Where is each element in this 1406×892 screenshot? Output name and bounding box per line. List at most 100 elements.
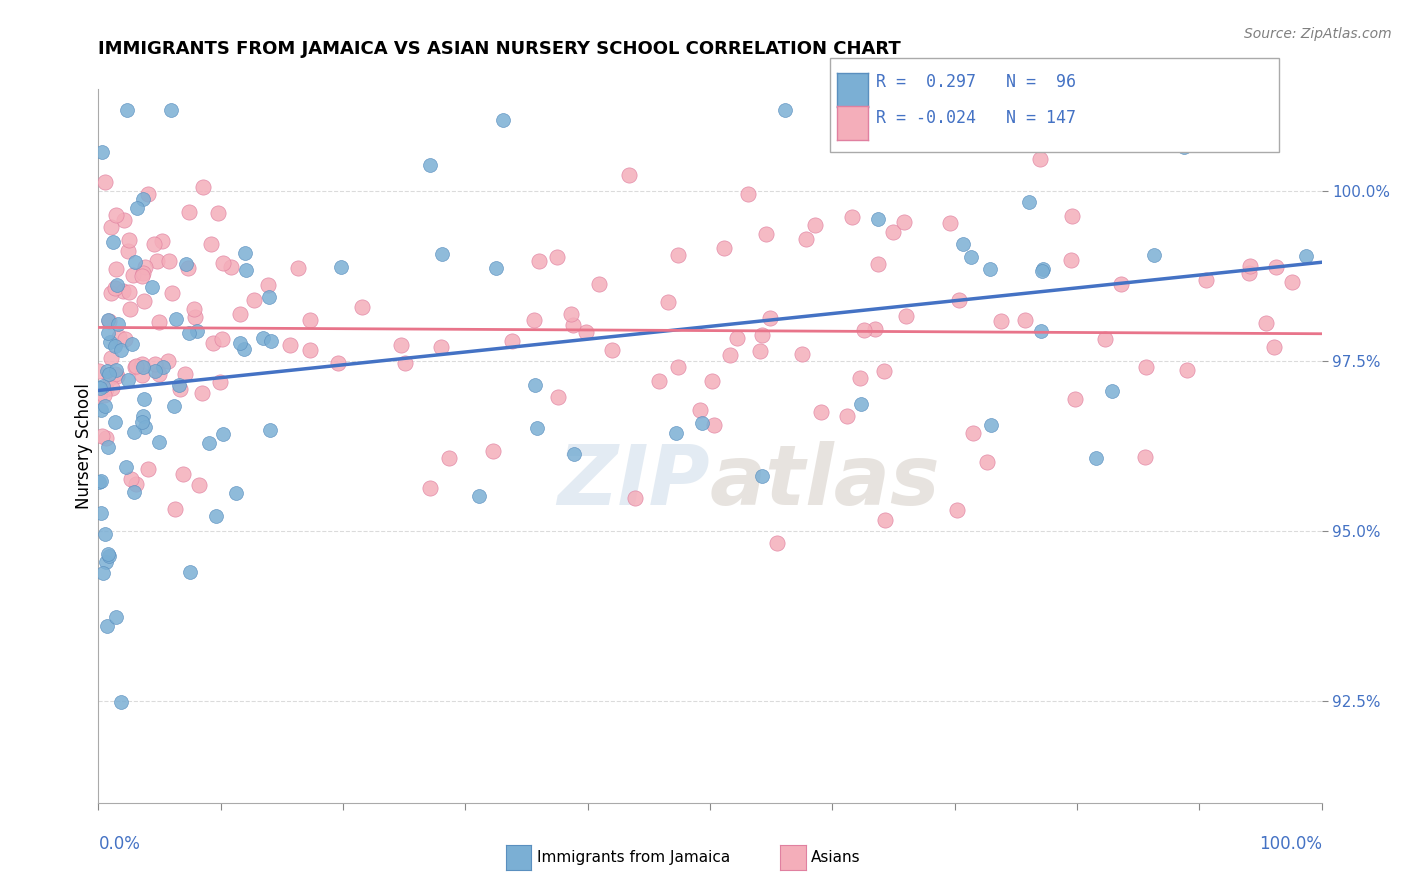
Point	[852, 322, 875, 336]
Point	[560, 307, 582, 321]
Point	[1014, 312, 1036, 326]
Point	[759, 311, 782, 326]
Point	[1133, 450, 1156, 464]
Point	[110, 695, 132, 709]
Point	[1094, 332, 1116, 346]
Point	[112, 284, 135, 298]
Point	[979, 262, 1001, 277]
Point	[893, 215, 915, 229]
Point	[225, 485, 247, 500]
Text: Asians: Asians	[811, 850, 860, 864]
Point	[122, 268, 145, 283]
Point	[299, 343, 322, 358]
Point	[90, 475, 112, 489]
Point	[1109, 277, 1132, 292]
Point	[134, 392, 156, 407]
Point	[810, 405, 832, 419]
Point	[948, 293, 970, 307]
Point	[97, 313, 120, 327]
Point	[186, 324, 208, 338]
Point	[868, 212, 890, 227]
Point	[157, 353, 180, 368]
Text: Immigrants from Jamaica: Immigrants from Jamaica	[537, 850, 730, 864]
Point	[326, 356, 349, 370]
Point	[160, 103, 183, 117]
Point	[492, 112, 515, 127]
Point	[229, 335, 252, 350]
Point	[1060, 210, 1083, 224]
Point	[101, 381, 124, 395]
Point	[134, 260, 156, 274]
Text: IMMIGRANTS FROM JAMAICA VS ASIAN NURSERY SCHOOL CORRELATION CHART: IMMIGRANTS FROM JAMAICA VS ASIAN NURSERY…	[98, 40, 901, 58]
Point	[105, 609, 128, 624]
Point	[600, 343, 623, 358]
Point	[212, 256, 235, 270]
Point	[1263, 340, 1285, 354]
Point	[131, 268, 153, 283]
Point	[163, 399, 186, 413]
Point	[1256, 316, 1278, 330]
Point	[648, 375, 671, 389]
Point	[90, 506, 112, 520]
Point	[184, 310, 207, 325]
Point	[107, 317, 129, 331]
Point	[765, 535, 787, 549]
Point	[437, 451, 460, 466]
Point	[1031, 263, 1053, 277]
Point	[666, 359, 689, 374]
Point	[97, 547, 120, 561]
Point	[1060, 253, 1083, 268]
Text: Source: ZipAtlas.com: Source: ZipAtlas.com	[1244, 27, 1392, 41]
Point	[148, 367, 170, 381]
Point	[118, 301, 141, 316]
Point	[562, 318, 585, 332]
Point	[94, 175, 117, 189]
Point	[100, 286, 122, 301]
Point	[101, 235, 124, 250]
Point	[617, 168, 640, 182]
Point	[287, 260, 309, 275]
Point	[1173, 140, 1195, 154]
Point	[165, 311, 187, 326]
Point	[792, 347, 814, 361]
Point	[136, 187, 159, 202]
Point	[125, 477, 148, 491]
Point	[98, 371, 121, 385]
Point	[980, 417, 1002, 432]
Point	[692, 416, 714, 430]
Point	[191, 180, 214, 194]
Point	[169, 378, 191, 392]
Point	[174, 257, 197, 271]
Point	[97, 326, 120, 341]
Point	[142, 237, 165, 252]
Point	[91, 566, 114, 580]
Point	[260, 334, 283, 348]
Point	[90, 145, 112, 160]
Point	[668, 248, 690, 262]
Point	[725, 331, 748, 345]
Point	[485, 261, 508, 276]
Point	[165, 502, 187, 516]
Point	[713, 241, 735, 255]
Point	[132, 192, 155, 206]
Point	[89, 389, 111, 403]
Point	[562, 447, 585, 461]
Point	[143, 357, 166, 371]
Point	[873, 364, 896, 378]
Point	[527, 253, 550, 268]
Point	[114, 332, 136, 346]
Point	[97, 441, 120, 455]
Point	[202, 335, 225, 350]
Point	[468, 489, 491, 503]
Point	[177, 260, 200, 275]
Point	[124, 360, 146, 375]
Point	[976, 455, 998, 469]
Point	[143, 364, 166, 378]
Point	[523, 313, 546, 327]
Point	[115, 459, 138, 474]
Point	[157, 254, 180, 268]
Point	[1281, 275, 1303, 289]
Point	[96, 383, 118, 397]
Point	[211, 332, 233, 346]
Point	[1175, 363, 1198, 377]
